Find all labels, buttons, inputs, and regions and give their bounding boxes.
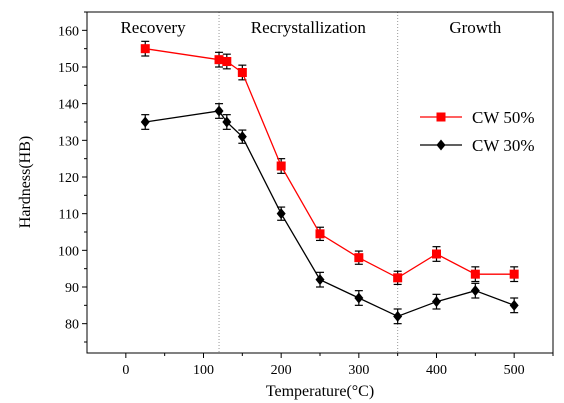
data-point [354,292,364,304]
data-point [393,273,403,283]
region-dividers [218,12,399,353]
data-point [276,161,286,171]
legend-marker [436,112,446,122]
series-line [145,110,515,318]
axis-ticks: 0 100 200 300 400 500 80 90 100 110 120 130 140 150 16… [58,11,554,378]
data-point [222,57,232,66]
data-point [470,269,480,279]
data-point [509,269,519,279]
data-point [222,116,232,128]
data-point [237,131,247,143]
x-axis-title: Temperature(°C) [266,383,374,400]
data-point [237,68,247,77]
y-tick-label: 100 [58,244,79,259]
series-line [145,48,515,279]
data-point [509,299,519,311]
y-tick-label: 150 [58,61,79,76]
data-point [432,296,441,308]
data-point [470,285,480,297]
data-point [140,116,150,128]
region-labels: Recovery Recrystallization Growth [120,18,501,37]
x-tick-label: 400 [426,363,447,378]
data-point [276,208,286,220]
data-point [140,44,150,54]
plot-frame [86,11,554,354]
legend-label: CW 50% [472,108,535,127]
y-tick-label: 90 [65,281,79,296]
data-point [214,105,224,117]
y-tick-label: 130 [58,134,79,149]
x-tick-label: 500 [504,363,525,378]
y-tick-label: 80 [65,318,79,333]
legend-marker [436,139,446,151]
data-point [315,229,325,239]
legend: CW 50% CW 30% [420,108,535,155]
data-point [393,310,403,322]
x-tick-label: 300 [348,363,369,378]
data-point [214,55,224,65]
x-tick-label: 100 [193,363,214,378]
data-point [315,274,325,286]
region-label: Recrystallization [251,18,367,37]
y-axis-title: Hardness(HB) [17,136,34,228]
error-bars [141,40,519,325]
y-tick-label: 140 [58,98,79,113]
x-tick-label: 0 [122,363,129,378]
legend-label: CW 30% [472,136,535,155]
region-label: Growth [449,18,501,37]
region-label: Recovery [120,18,186,37]
y-tick-label: 120 [58,171,79,186]
y-tick-label: 110 [59,208,79,223]
series-markers [140,44,519,322]
x-tick-label: 200 [271,363,292,378]
data-point [354,253,364,263]
series-lines [145,48,515,318]
y-tick-label: 160 [58,24,79,39]
data-point [432,249,441,259]
